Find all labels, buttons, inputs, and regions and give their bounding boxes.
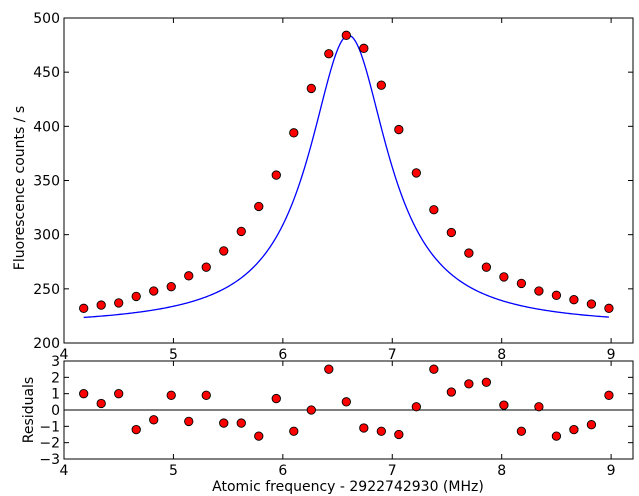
data-point — [271, 393, 281, 404]
data-point — [271, 170, 281, 180]
x-tick-label: 9 — [607, 463, 616, 479]
y-tick-label: −1 — [39, 419, 60, 435]
x-tick-label: 7 — [388, 463, 397, 479]
data-point — [586, 299, 597, 309]
data-point — [481, 377, 492, 387]
y-tick-label: 300 — [33, 228, 60, 244]
data-point — [551, 431, 562, 441]
data-point — [131, 424, 141, 435]
data-point — [236, 418, 246, 428]
data-point — [114, 389, 124, 399]
data-point — [411, 168, 421, 178]
data-point — [464, 248, 474, 258]
data-point — [376, 426, 386, 436]
x-tick-label: 8 — [497, 463, 506, 479]
data-point — [464, 379, 474, 389]
y-tick-label: 450 — [33, 65, 60, 81]
data-point — [201, 390, 211, 400]
data-point — [289, 128, 299, 138]
data-point — [394, 124, 404, 135]
data-point — [131, 291, 141, 302]
data-point — [236, 226, 246, 237]
data-point — [429, 205, 439, 215]
data-point — [149, 415, 159, 425]
data-point — [569, 295, 579, 305]
x-axis-label: Atomic frequency - 2922742930 (MHz) — [212, 479, 484, 495]
data-point — [219, 418, 229, 428]
data-point — [254, 201, 264, 212]
data-point — [184, 416, 194, 427]
data-point — [96, 398, 106, 409]
y-tick-label: 400 — [33, 119, 60, 135]
data-point — [324, 49, 334, 59]
data-point — [254, 431, 264, 441]
fit-curve — [83, 34, 609, 319]
data-point — [604, 390, 614, 400]
data-point — [79, 303, 89, 313]
x-tick-label: 9 — [607, 347, 616, 363]
data-point — [411, 402, 421, 412]
data-point — [306, 405, 316, 415]
y-tick-label: −3 — [39, 452, 60, 468]
data-point — [551, 290, 562, 300]
data-point — [341, 397, 351, 407]
data-point — [289, 426, 299, 436]
data-point — [446, 227, 457, 238]
x-tick-label: 6 — [278, 463, 287, 479]
x-tick-label: 5 — [169, 463, 178, 479]
data-point — [306, 83, 316, 94]
data-point — [586, 420, 597, 430]
data-point — [516, 426, 527, 436]
data-point — [96, 300, 106, 310]
main-y-axis-label: Fluorescence counts / s — [12, 106, 28, 270]
y-tick-label: 500 — [33, 11, 60, 27]
y-tick-label: 250 — [33, 282, 60, 298]
data-point — [114, 298, 124, 308]
x-tick-label: 8 — [497, 347, 506, 363]
data-point — [79, 389, 89, 399]
data-point — [394, 429, 404, 440]
data-point — [499, 400, 509, 410]
x-tick-label: 6 — [278, 347, 287, 363]
y-tick-label: 200 — [33, 336, 60, 352]
y-tick-label: 1 — [51, 387, 60, 403]
data-point — [516, 278, 527, 289]
x-tick-label: 5 — [169, 347, 178, 363]
x-tick-label: 4 — [60, 463, 69, 479]
data-point — [604, 303, 614, 313]
data-point — [429, 364, 439, 374]
data-point — [201, 262, 211, 272]
data-point — [184, 271, 194, 281]
data-point — [376, 80, 386, 90]
main-plot: 4 5 6 7 8 9 200 250 300 350 400 450 500 — [33, 11, 634, 363]
data-point — [359, 43, 369, 53]
data-point — [341, 30, 351, 40]
y-tick-label: 2 — [51, 370, 60, 386]
data-point — [534, 286, 544, 296]
plot-frame — [63, 17, 634, 344]
y-tick-label: 0 — [51, 403, 60, 419]
data-point — [569, 424, 579, 435]
data-point — [219, 246, 229, 256]
x-tick-label: 4 — [60, 347, 69, 363]
data-point — [534, 402, 544, 412]
y-tick-label: 3 — [51, 354, 60, 370]
y-tick-label: 350 — [33, 174, 60, 190]
data-point — [149, 286, 159, 296]
y-tick-label: −2 — [39, 436, 60, 452]
data-point — [499, 272, 509, 282]
data-point — [359, 423, 369, 433]
x-tick-label: 7 — [388, 347, 397, 363]
data-point — [166, 282, 176, 292]
data-point — [446, 387, 457, 397]
data-point — [324, 364, 334, 374]
residuals-y-axis-label: Residuals — [21, 377, 37, 443]
data-point — [481, 262, 492, 272]
data-point — [166, 390, 176, 400]
